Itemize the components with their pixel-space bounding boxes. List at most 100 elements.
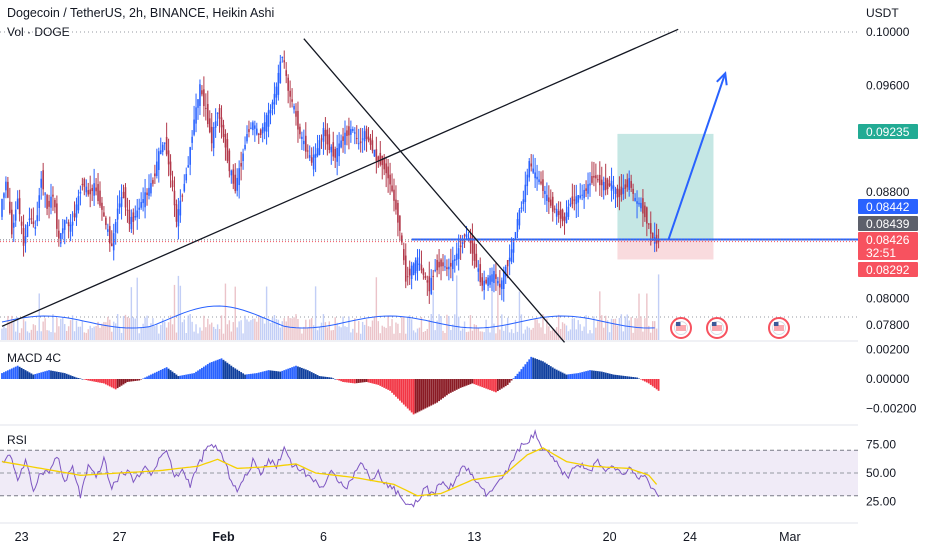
volume-bar	[310, 318, 313, 340]
macd-bar	[636, 377, 638, 379]
macd-bar	[528, 359, 531, 379]
candle-body	[44, 193, 46, 195]
volume-bar	[301, 333, 303, 340]
candle-body	[267, 110, 270, 127]
volume-bar	[350, 332, 352, 340]
volume-bar	[30, 329, 33, 340]
macd-bar	[500, 379, 503, 389]
candle-body	[242, 153, 244, 162]
volume-bar	[583, 326, 585, 340]
volume-bar	[103, 321, 105, 340]
volume-bar	[28, 332, 31, 340]
macd-bar	[414, 379, 417, 414]
candle-body	[12, 222, 15, 228]
candle-body	[277, 72, 280, 95]
candle-body	[422, 269, 425, 275]
volume-bar	[175, 332, 178, 340]
volume-bar	[459, 330, 462, 340]
volume-bar	[332, 330, 334, 340]
candle-body	[412, 263, 415, 276]
candle-body	[65, 222, 68, 224]
candle-body	[430, 277, 433, 294]
macd-bar	[114, 379, 117, 390]
macd-bar	[553, 368, 556, 379]
macd-pane-label[interactable]: MACD 4C	[7, 351, 62, 365]
volume-bar	[495, 333, 497, 340]
volume-bar	[442, 330, 444, 340]
macd-bar	[334, 379, 337, 380]
candle-body	[489, 275, 491, 285]
volume-bar	[454, 314, 456, 340]
macd-bar	[124, 379, 127, 384]
volume-bar	[557, 314, 560, 340]
macd-bar	[302, 368, 305, 379]
candle-body	[622, 187, 625, 194]
candle-body	[518, 209, 521, 226]
candle-body	[271, 102, 274, 109]
macd-bar	[103, 379, 105, 384]
candle-body	[128, 209, 131, 225]
candle-body	[403, 249, 405, 261]
macd-bar	[336, 379, 339, 380]
volume-bar	[234, 286, 236, 340]
candle-body	[263, 122, 266, 132]
macd-bar	[104, 379, 107, 385]
volume-bar	[314, 286, 317, 340]
volume-bar	[169, 315, 172, 340]
volume-bar	[505, 325, 507, 340]
macd-bar	[581, 372, 584, 379]
volume-bar	[258, 315, 260, 340]
volume-bar	[1, 328, 3, 340]
volume-bar	[561, 322, 564, 340]
macd-bar	[591, 370, 593, 379]
candle-body	[375, 149, 378, 161]
candle-body	[71, 221, 74, 226]
volume-bar	[224, 283, 227, 340]
candle-body	[436, 259, 438, 271]
macd-bar	[524, 364, 527, 379]
macd-bar	[24, 370, 27, 379]
macd-bar	[447, 379, 450, 394]
candle-body	[189, 147, 191, 165]
price-badge-text: 0.08442	[866, 200, 910, 214]
volume-bar	[312, 325, 315, 340]
volume-indicator-label[interactable]: Vol · DOGE	[7, 25, 70, 39]
volume-bar	[456, 275, 458, 340]
macd-bar	[69, 375, 72, 379]
macd-bar	[5, 371, 7, 379]
volume-bar	[69, 320, 72, 340]
volume-bar	[603, 327, 605, 340]
macd-bar	[20, 367, 23, 379]
candle-body	[551, 196, 554, 212]
rsi-pane-label[interactable]: RSI	[7, 433, 28, 447]
macd-bar	[55, 371, 58, 379]
macd-bar	[406, 379, 409, 409]
candle-body	[175, 204, 178, 222]
volume-bar	[54, 332, 56, 340]
candle-body	[69, 224, 72, 232]
macd-bar	[287, 368, 290, 379]
volume-bar	[385, 327, 387, 340]
volume-bar	[653, 321, 656, 340]
volume-bar	[87, 329, 89, 340]
symbol-title[interactable]: Dogecoin / TetherUS, 2h, BINANCE, Heikin…	[7, 6, 275, 20]
candle-body	[38, 195, 41, 208]
volume-bar	[238, 321, 240, 340]
macd-bar	[397, 379, 399, 399]
macd-bar	[446, 379, 448, 396]
candle-body	[144, 192, 146, 208]
candle-body	[48, 200, 50, 207]
macd-bar	[598, 371, 601, 379]
volume-bar	[614, 318, 617, 340]
volume-bar	[3, 325, 5, 340]
volume-bar	[32, 324, 35, 340]
candle-body	[283, 60, 286, 63]
volume-bar	[432, 291, 434, 340]
macd-bar	[222, 359, 225, 379]
macd-bar	[30, 373, 33, 379]
volume-bar	[22, 319, 25, 340]
candle-body	[256, 128, 258, 135]
volume-bar	[242, 333, 244, 340]
candle-body	[361, 138, 364, 140]
